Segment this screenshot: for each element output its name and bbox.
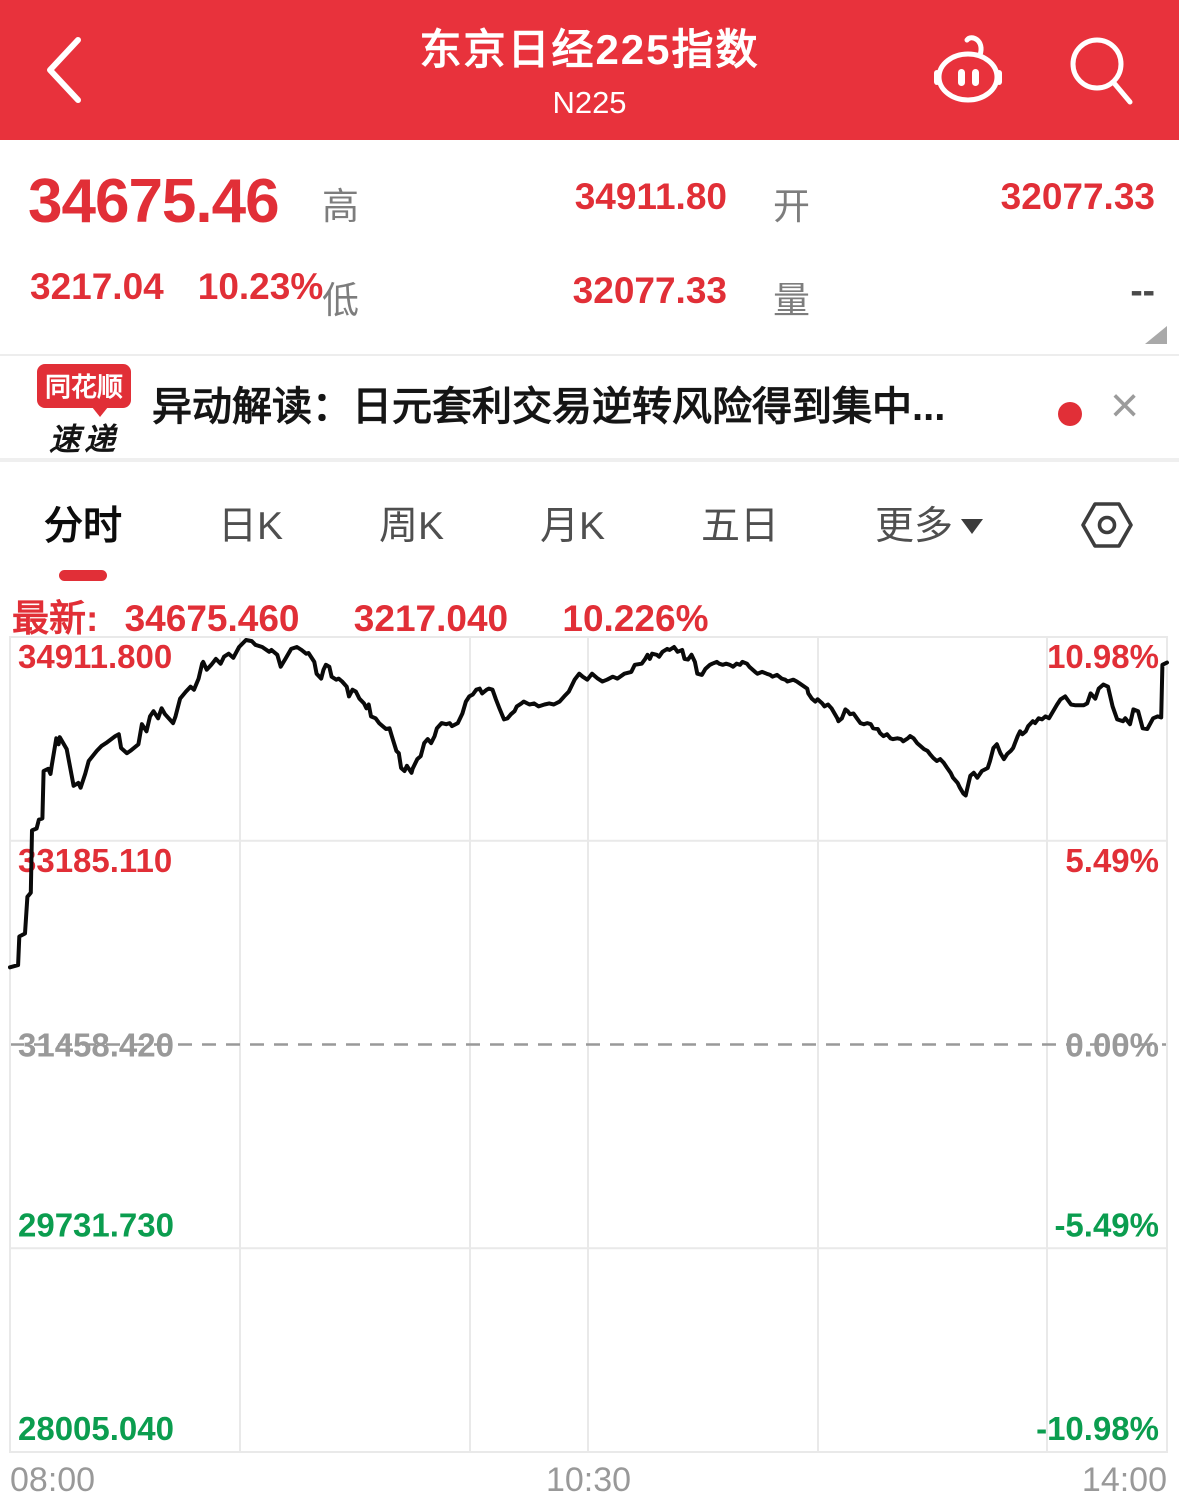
- period-tab-bar: 分时 日K 周K 月K 五日 更多: [0, 462, 1179, 588]
- tab-five-day[interactable]: 五日: [701, 505, 780, 548]
- intraday-chart[interactable]: 34911.800 10.98% 33185.110 5.49% 31458.420 0.…: [0, 635, 1179, 1505]
- news-headline: 异动解读：日元套利交易逆转风险得到集中...: [152, 385, 946, 429]
- volume-value: --: [1130, 270, 1155, 311]
- chart-settings-button[interactable]: [1079, 497, 1135, 553]
- svg-text:0.00%: 0.00%: [1065, 1027, 1159, 1064]
- svg-text:33185.110: 33185.110: [18, 842, 172, 879]
- symbol-code: N225: [552, 85, 627, 120]
- tab-more[interactable]: 更多: [875, 495, 984, 555]
- more-label: 更多: [875, 505, 954, 548]
- svg-text:28005.040: 28005.040: [18, 1410, 174, 1447]
- ths-express-logo: 同花顺 速递: [28, 364, 140, 459]
- svg-text:10.98%: 10.98%: [1047, 638, 1159, 675]
- robot-assistant-button[interactable]: [928, 30, 1008, 110]
- svg-text:5.49%: 5.49%: [1065, 842, 1159, 879]
- search-icon: [1070, 37, 1133, 105]
- change-percent: 10.23%: [197, 266, 324, 307]
- expand-quote-handle[interactable]: [1145, 326, 1167, 344]
- gear-icon: [1081, 502, 1133, 548]
- svg-text:-5.49%: -5.49%: [1054, 1206, 1159, 1243]
- svg-text:10:30: 10:30: [546, 1461, 631, 1499]
- chevron-left-icon: [47, 37, 81, 103]
- high-label: 高: [322, 186, 359, 227]
- search-button[interactable]: [1066, 34, 1138, 110]
- app-header: 东京日经225指数 N225: [0, 0, 1179, 140]
- latest-change: 3217.040: [353, 598, 509, 639]
- low-value: 32077.33: [572, 270, 727, 311]
- last-price: 34675.46: [28, 167, 280, 236]
- header-titles: 东京日经225指数 N225: [200, 16, 979, 121]
- latest-readout: 最新: 34675.460 3217.040 10.226%: [12, 588, 1172, 639]
- quote-panel: 34675.46 3217.04 10.23% 高 34911.80 开 3207…: [0, 140, 1179, 356]
- open-value: 32077.33: [1000, 176, 1155, 217]
- latest-pct: 10.226%: [562, 598, 709, 639]
- svg-text:34911.800: 34911.800: [18, 638, 172, 675]
- open-label: 开: [773, 186, 810, 227]
- close-icon[interactable]: ×: [1110, 377, 1140, 433]
- robot-icon: [934, 35, 1002, 103]
- tab-weekly-k[interactable]: 周K: [379, 505, 445, 548]
- intraday-chart-area[interactable]: 34911.800 10.98% 33185.110 5.49% 31458.420 0.…: [0, 635, 1179, 1505]
- news-ticker-bar[interactable]: 同花顺 速递 异动解读：日元套利交易逆转风险得到集中... ×: [0, 356, 1179, 462]
- svg-text:08:00: 08:00: [10, 1461, 95, 1499]
- back-button[interactable]: [42, 34, 86, 106]
- high-value: 34911.80: [574, 176, 727, 217]
- latest-price: 34675.460: [124, 598, 300, 639]
- change-absolute: 3217.04: [30, 266, 164, 307]
- price-change: 3217.04 10.23%: [30, 266, 323, 308]
- latest-label: 最新:: [12, 598, 99, 639]
- low-label: 低: [322, 280, 359, 321]
- page-title: 东京日经225指数: [419, 26, 760, 73]
- svg-text:29731.730: 29731.730: [18, 1206, 174, 1243]
- tab-daily-k[interactable]: 日K: [218, 505, 284, 548]
- logo-subtext: 速递: [49, 422, 119, 457]
- svg-text:14:00: 14:00: [1082, 1461, 1167, 1499]
- svg-text:31458.420: 31458.420: [18, 1027, 174, 1064]
- tab-minute[interactable]: 分时: [44, 495, 122, 555]
- caret-down-icon: [961, 518, 984, 534]
- logo-bubble: 同花顺: [36, 364, 131, 417]
- svg-text:-10.98%: -10.98%: [1036, 1410, 1159, 1447]
- volume-label: 量: [773, 280, 810, 321]
- tab-monthly-k[interactable]: 月K: [540, 505, 606, 548]
- unread-dot-icon: [1058, 402, 1082, 426]
